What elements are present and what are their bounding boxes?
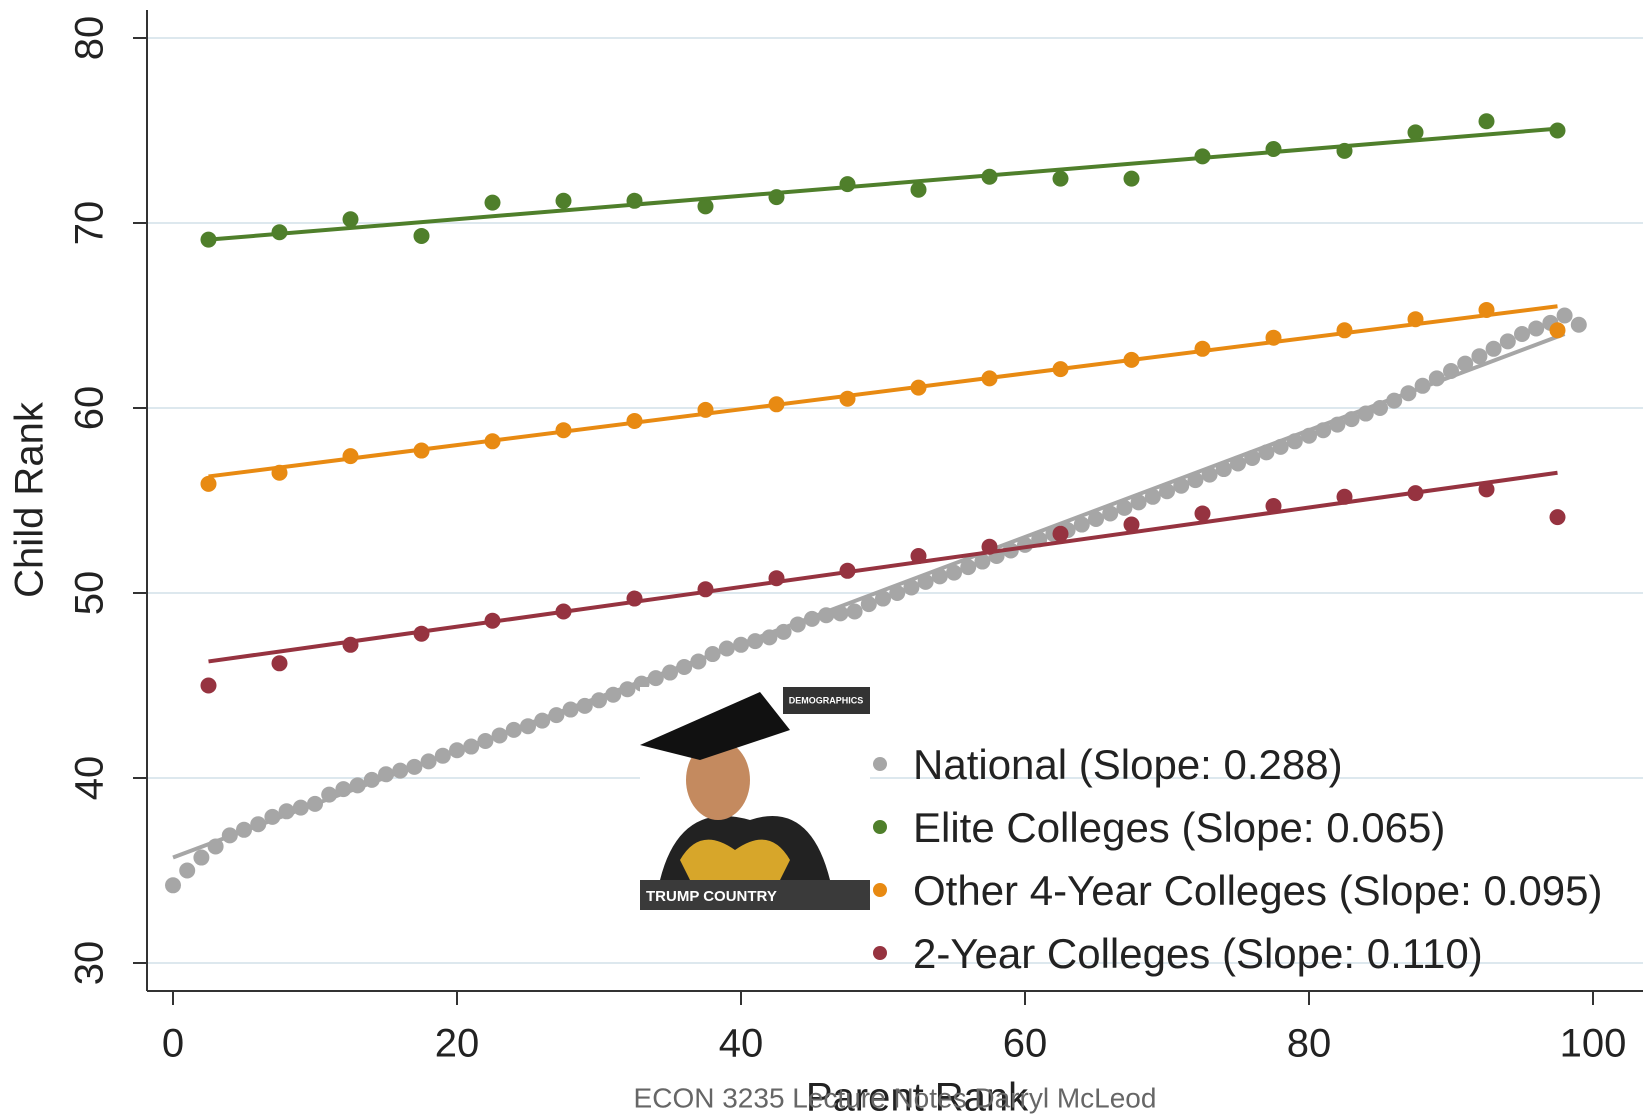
overlay-badge: DEMOGRAPHICS [789, 695, 864, 705]
point [875, 590, 891, 607]
y-tick-label: 80 [68, 16, 112, 61]
y-tick-label: 40 [68, 756, 112, 801]
point [165, 877, 181, 894]
point [1073, 516, 1090, 533]
point [1265, 141, 1282, 157]
point [1123, 170, 1140, 187]
point [1116, 499, 1133, 516]
point [1556, 307, 1573, 324]
point [1088, 511, 1104, 527]
fit-line [172, 332, 1566, 860]
point [1102, 505, 1119, 522]
point [946, 564, 962, 581]
legend-label: Elite Colleges (Slope: 0.065) [913, 804, 1445, 851]
point [1570, 316, 1587, 333]
x-tick-label: 80 [1287, 1022, 1332, 1066]
point [1549, 322, 1566, 339]
overlay-image: DEMOGRAPHICS TRUMP COUNTRY [640, 687, 870, 910]
x-tick-label: 0 [162, 1022, 184, 1066]
point [1499, 333, 1516, 350]
point [555, 192, 572, 209]
point [846, 603, 863, 620]
point [200, 677, 217, 694]
point [484, 194, 501, 211]
x-tick-label: 40 [719, 1022, 764, 1066]
x-tick-label: 20 [435, 1022, 480, 1066]
point [1052, 525, 1069, 542]
x-tick-label: 100 [1560, 1022, 1627, 1066]
y-tick-label: 60 [68, 386, 112, 431]
y-axis-title: Child Rank [8, 401, 52, 598]
point [1514, 326, 1530, 342]
point [910, 181, 927, 198]
point [193, 849, 210, 866]
point [1144, 488, 1161, 505]
point [1457, 355, 1474, 372]
point [860, 596, 877, 613]
point [200, 475, 217, 492]
legend-label: Other 4-Year Colleges (Slope: 0.095) [913, 867, 1603, 914]
point [1052, 170, 1069, 187]
point [1159, 483, 1175, 500]
point [1471, 348, 1488, 365]
point [960, 559, 977, 576]
x-axis-title: Parent Rank [806, 1076, 1029, 1119]
y-tick-label: 70 [68, 201, 112, 246]
fit-line [208, 126, 1558, 242]
y-tick-label: 50 [68, 571, 112, 616]
point [1478, 481, 1495, 498]
point [1478, 113, 1495, 130]
cover-stole [680, 839, 790, 880]
legend-marker [873, 946, 887, 960]
caption-bg [640, 880, 870, 910]
point [1549, 509, 1566, 526]
overlay-caption: TRUMP COUNTRY [646, 888, 777, 905]
point [697, 198, 714, 215]
point [413, 227, 430, 244]
point [179, 862, 196, 879]
point [1123, 516, 1140, 533]
legend-label: National (Slope: 0.288) [913, 741, 1343, 788]
cover-face [686, 740, 750, 820]
point [1528, 320, 1545, 337]
fit-line [208, 470, 1558, 664]
point [1194, 505, 1211, 522]
point [974, 553, 991, 570]
y-tick-label: 30 [68, 941, 112, 986]
point [839, 176, 856, 193]
footer: ECON 3235 Lecture Notes Darryl McLeod [634, 1082, 1157, 1113]
point [1485, 340, 1502, 357]
cover-cap [640, 692, 790, 760]
point [1130, 494, 1147, 511]
fit-line [208, 304, 1558, 479]
legend-label: 2-Year Colleges (Slope: 0.110) [913, 930, 1483, 977]
legend-marker [873, 883, 887, 897]
legend-marker [873, 820, 887, 834]
point [1407, 124, 1424, 141]
badge-bg [783, 687, 870, 714]
point [889, 585, 906, 601]
point [1336, 322, 1353, 339]
legend-marker [873, 757, 887, 771]
point [903, 579, 920, 596]
x-tick-label: 60 [1003, 1022, 1048, 1066]
point [342, 211, 359, 228]
point [271, 655, 288, 672]
